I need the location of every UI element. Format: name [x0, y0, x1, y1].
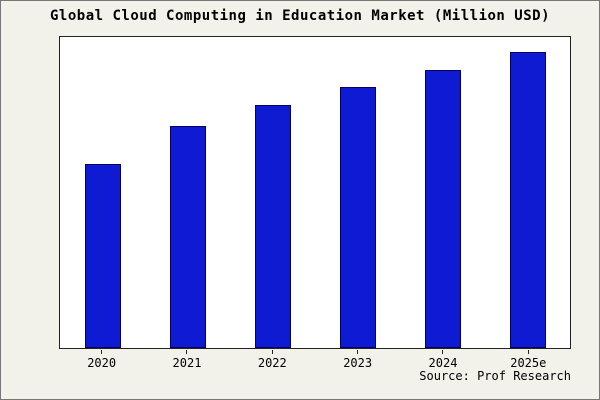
x-axis-tick — [271, 350, 273, 354]
x-axis-tick — [442, 350, 444, 354]
bar-column-2021 — [145, 37, 230, 348]
x-label-2020: 2020 — [87, 356, 117, 370]
x-label-cell-2022: 2022 — [230, 350, 315, 370]
x-label-cell-2024: 2024 — [400, 350, 485, 370]
x-label-2025e: 2025e — [510, 356, 547, 370]
x-axis-tick — [527, 350, 529, 354]
source-note: Source: Prof Research — [419, 369, 571, 383]
chart-title: Global Cloud Computing in Education Mark… — [49, 8, 550, 24]
bar-column-2024 — [400, 37, 485, 348]
bar-2021 — [169, 125, 206, 348]
bar-2024 — [424, 69, 461, 348]
bar-2025e — [509, 51, 546, 348]
x-label-cell-2021: 2021 — [144, 350, 229, 370]
bar-column-2023 — [315, 37, 400, 348]
x-label-2022: 2022 — [257, 356, 287, 370]
x-axis-tick — [186, 350, 188, 354]
x-label-2024: 2024 — [428, 356, 458, 370]
x-axis-tick — [101, 350, 103, 354]
x-axis-labels: 2020 2021 2022 2023 2024 2025e — [59, 350, 571, 370]
x-label-cell-2025e: 2025e — [486, 350, 571, 370]
x-label-cell-2020: 2020 — [59, 350, 144, 370]
bar-2022 — [254, 105, 291, 348]
bar-column-2020 — [60, 37, 145, 348]
bar-column-2022 — [230, 37, 315, 348]
plot-area — [59, 36, 571, 349]
x-label-2023: 2023 — [343, 356, 373, 370]
bar-2020 — [84, 164, 121, 348]
bar-2023 — [339, 87, 376, 348]
x-axis-tick — [357, 350, 359, 354]
x-label-cell-2023: 2023 — [315, 350, 400, 370]
x-label-2021: 2021 — [172, 356, 202, 370]
bar-column-2025e — [485, 37, 570, 348]
